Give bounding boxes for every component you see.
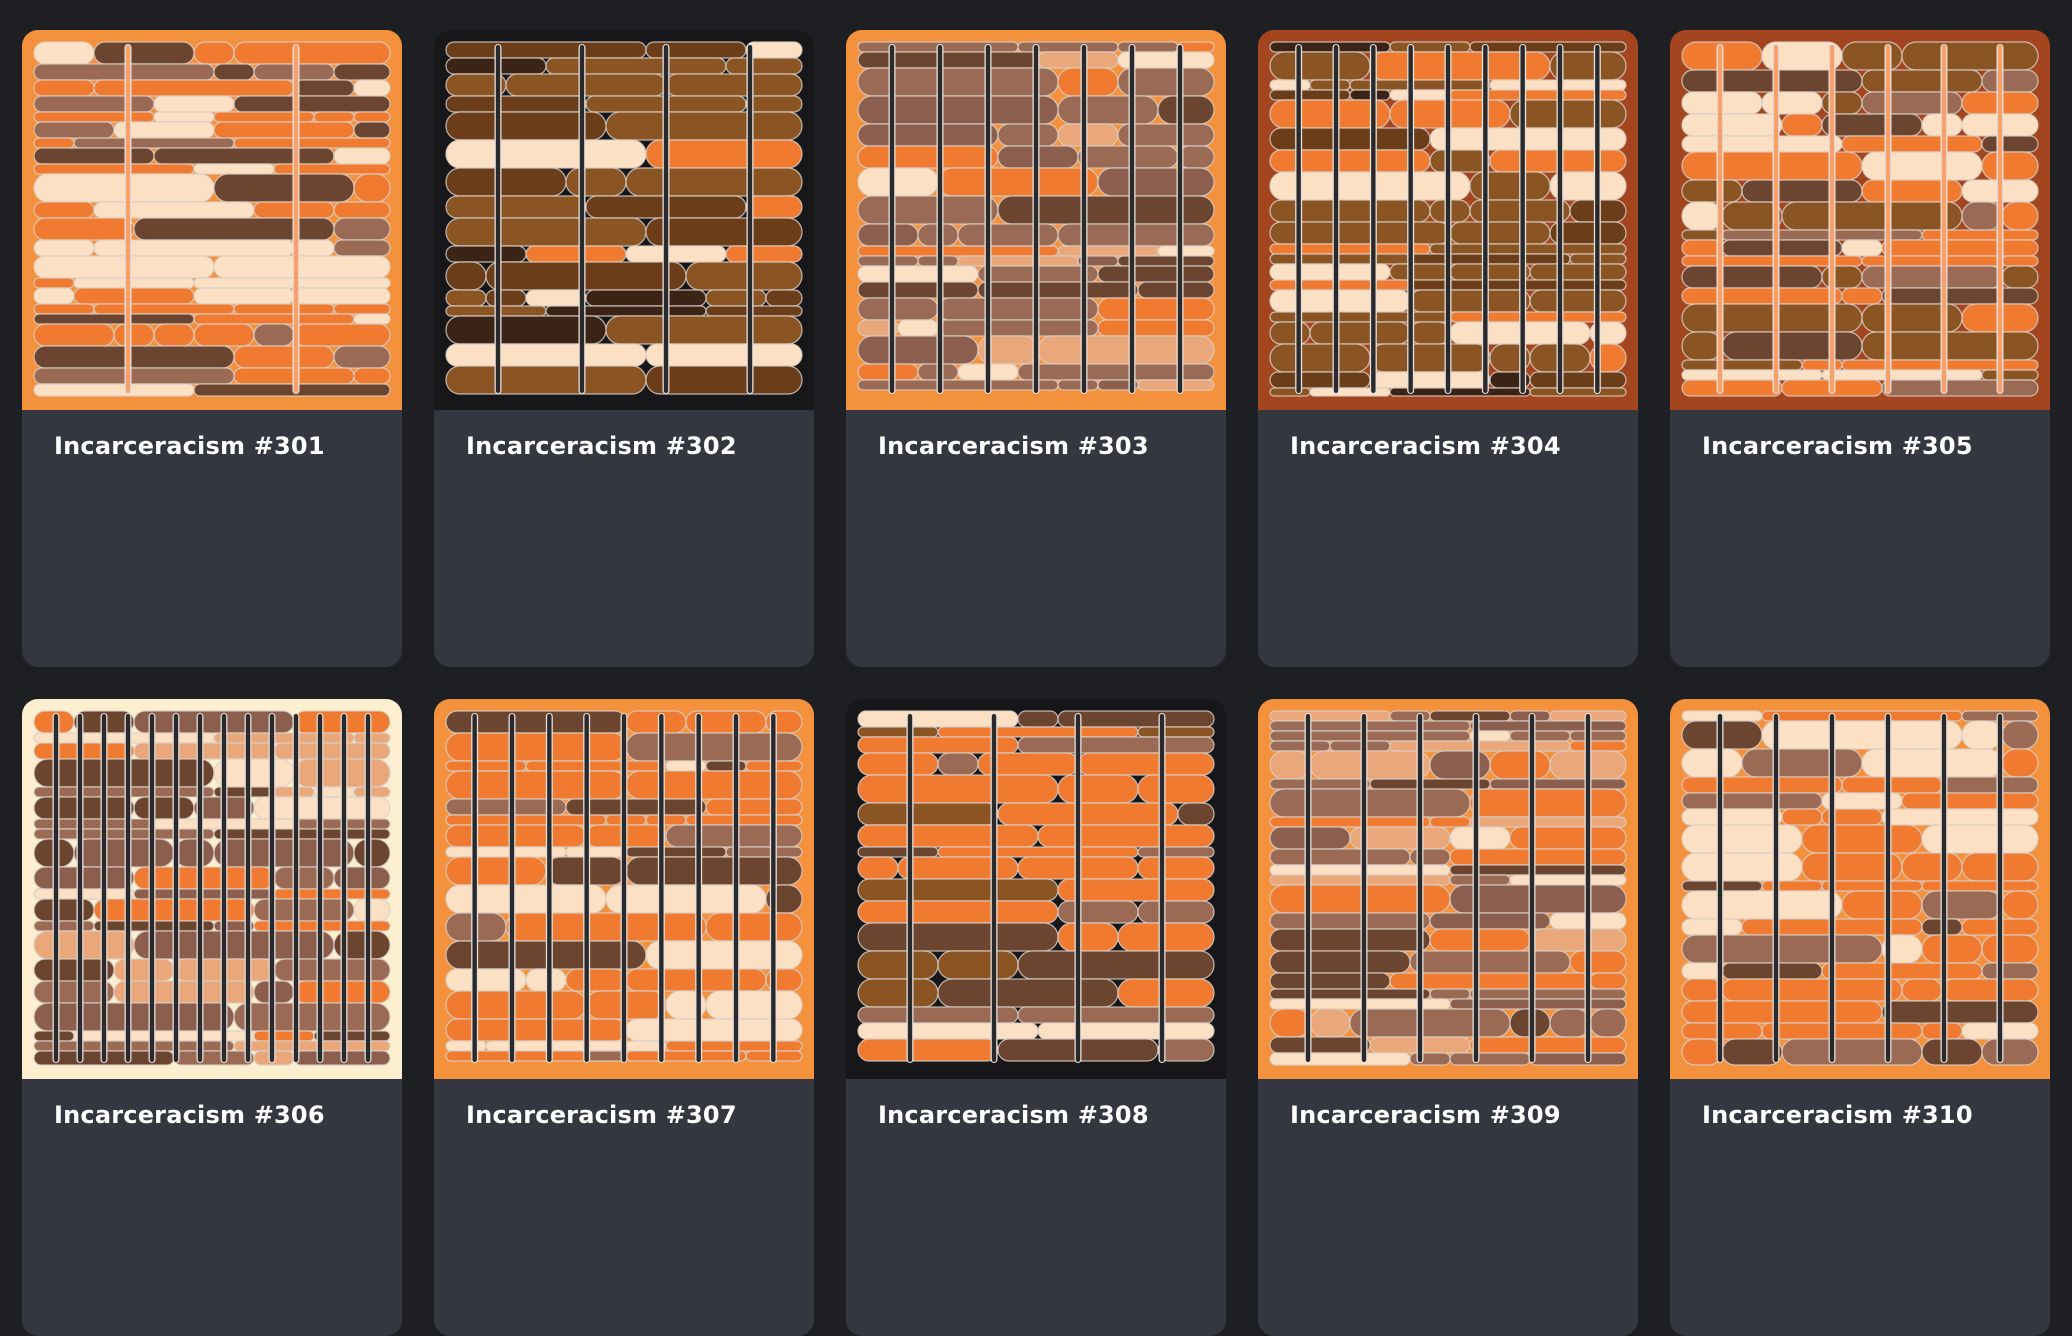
nft-card[interactable]: Incarceracism #305 (1670, 30, 2050, 667)
artwork-bars (471, 713, 777, 1063)
nft-title[interactable]: Incarceracism #308 (878, 1101, 1149, 1129)
artwork-bars (1295, 44, 1601, 394)
nft-artwork[interactable] (1670, 30, 2050, 410)
nft-card[interactable]: Incarceracism #309 (1258, 699, 1638, 1336)
nft-artwork[interactable] (846, 30, 1226, 410)
nft-title[interactable]: Incarceracism #305 (1702, 432, 1973, 460)
nft-title[interactable]: Incarceracism #304 (1290, 432, 1561, 460)
nft-artwork[interactable] (1670, 699, 2050, 1079)
nft-card[interactable]: Incarceracism #303 (846, 30, 1226, 667)
artwork-bars (124, 44, 300, 394)
nft-card[interactable]: Incarceracism #304 (1258, 30, 1638, 667)
artwork-pills (445, 41, 803, 395)
artwork-bars (1716, 44, 2004, 394)
nft-title[interactable]: Incarceracism #303 (878, 432, 1149, 460)
artwork-bars (888, 44, 1184, 394)
nft-artwork[interactable] (1258, 30, 1638, 410)
artwork-bars (52, 713, 372, 1063)
nft-artwork[interactable] (846, 699, 1226, 1079)
artwork-pills (33, 41, 391, 397)
nft-artwork[interactable] (22, 30, 402, 410)
artwork-bars (1304, 713, 1592, 1063)
nft-artwork[interactable] (434, 30, 814, 410)
nft-artwork[interactable] (1258, 699, 1638, 1079)
nft-title[interactable]: Incarceracism #307 (466, 1101, 737, 1129)
artwork-bars (1716, 713, 2004, 1063)
artwork-pills (1681, 710, 2039, 1066)
nft-artwork[interactable] (434, 699, 814, 1079)
nft-card[interactable]: Incarceracism #302 (434, 30, 814, 667)
nft-card[interactable]: Incarceracism #308 (846, 699, 1226, 1336)
nft-card[interactable]: Incarceracism #301 (22, 30, 402, 667)
nft-title[interactable]: Incarceracism #302 (466, 432, 737, 460)
nft-card[interactable]: Incarceracism #310 (1670, 699, 2050, 1336)
nft-grid: Incarceracism #301 Incarceracism #302 In… (22, 30, 2050, 1336)
nft-artwork[interactable] (22, 699, 402, 1079)
artwork-bars (494, 44, 754, 394)
nft-title[interactable]: Incarceracism #306 (54, 1101, 325, 1129)
nft-card[interactable]: Incarceracism #307 (434, 699, 814, 1336)
nft-title[interactable]: Incarceracism #301 (54, 432, 325, 460)
artwork-bars (906, 713, 1166, 1063)
nft-card[interactable]: Incarceracism #306 (22, 699, 402, 1336)
nft-title[interactable]: Incarceracism #310 (1702, 1101, 1973, 1129)
nft-title[interactable]: Incarceracism #309 (1290, 1101, 1561, 1129)
